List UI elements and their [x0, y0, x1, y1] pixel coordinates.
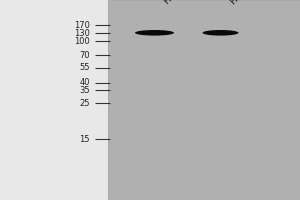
Text: 70: 70 [80, 50, 90, 60]
Ellipse shape [135, 30, 174, 36]
Text: 35: 35 [80, 86, 90, 95]
Text: 40: 40 [80, 78, 90, 87]
Text: HeLa: HeLa [228, 0, 250, 6]
Text: 130: 130 [74, 28, 90, 38]
Text: 25: 25 [80, 99, 90, 108]
Bar [108, 0, 300, 200]
Ellipse shape [202, 30, 238, 36]
Text: HepG2: HepG2 [162, 0, 190, 6]
Text: 15: 15 [80, 134, 90, 144]
Text: 100: 100 [74, 37, 90, 46]
Text: 55: 55 [80, 63, 90, 72]
Text: 170: 170 [74, 21, 90, 29]
